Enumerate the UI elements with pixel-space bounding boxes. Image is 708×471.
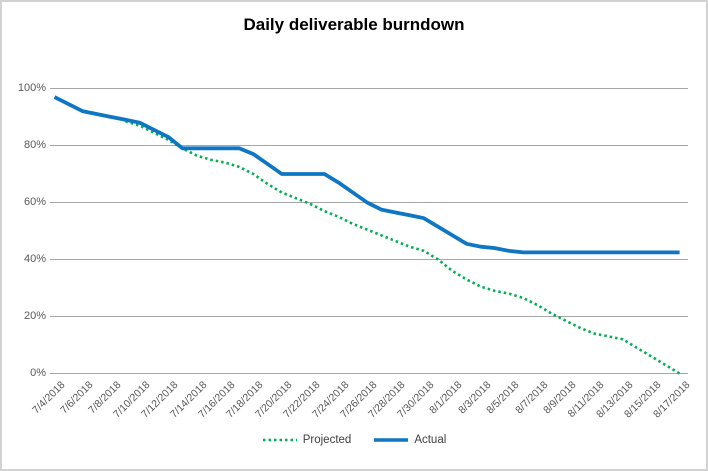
legend-item-actual: Actual <box>373 434 446 446</box>
projected-dotted-line-icon <box>262 438 297 442</box>
legend-label-projected: Projected <box>302 434 352 446</box>
legend-item-projected: Projected <box>262 434 352 446</box>
y-axis-tick-label: 80% <box>23 139 46 151</box>
y-axis-tick-label: 100% <box>17 82 46 94</box>
series-projected-line <box>125 120 681 375</box>
y-axis-tick-label: 0% <box>30 367 46 379</box>
y-axis-tick-label: 60% <box>23 196 46 208</box>
y-axis-tick-label: 20% <box>23 310 46 322</box>
series-actual-line <box>53 95 680 255</box>
legend-label-actual: Actual <box>414 434 447 446</box>
chart-title: Daily deliverable burndown <box>243 15 465 34</box>
y-axis-tick-label: 40% <box>23 253 46 265</box>
actual-solid-line-icon <box>374 438 409 442</box>
legend: Projected Actual <box>2 434 706 446</box>
